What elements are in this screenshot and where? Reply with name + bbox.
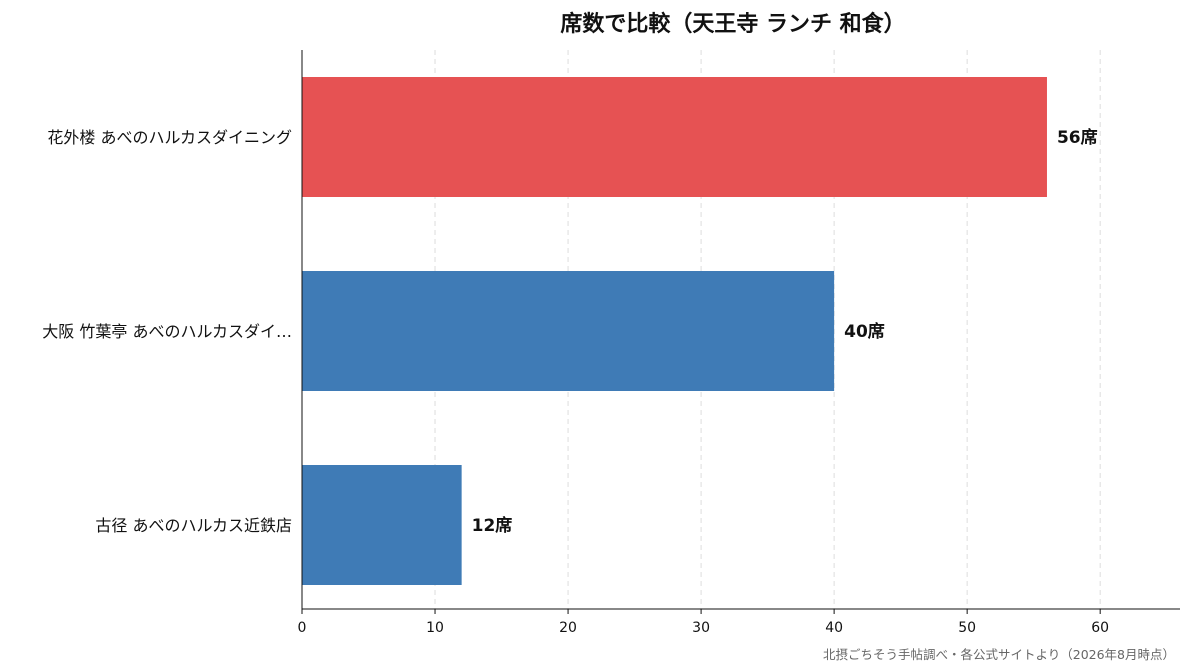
bar xyxy=(302,465,462,585)
x-tick-label: 40 xyxy=(825,620,843,636)
category-label: 古径 あべのハルカス近鉄店 xyxy=(95,516,292,535)
category-label: 花外楼 あべのハルカスダイニング xyxy=(47,128,292,147)
x-tick-label: 50 xyxy=(958,620,976,636)
data-label: 40席 xyxy=(844,321,885,342)
x-tick-label: 20 xyxy=(559,620,577,636)
axes xyxy=(301,50,1180,610)
bar xyxy=(302,77,1047,197)
x-axis-ticks: 0 10 20 30 40 50 60 xyxy=(298,609,1109,636)
category-label: 大阪 竹葉亭 あべのハルカスダイ… xyxy=(42,322,292,341)
x-tick-label: 60 xyxy=(1091,620,1109,636)
bar xyxy=(302,271,835,391)
source-note: 北摂ごちそう手帖調べ・各公式サイトより（2026年8月時点） xyxy=(823,647,1175,662)
data-label: 56席 xyxy=(1057,127,1098,148)
data-label: 12席 xyxy=(472,515,513,536)
x-tick-label: 30 xyxy=(692,620,710,636)
chart-title: 席数で比較（天王寺 ランチ 和食） xyxy=(560,11,905,37)
bars xyxy=(302,77,1047,585)
x-tick-label: 0 xyxy=(298,620,307,636)
data-labels: 56席 40席 12席 xyxy=(472,127,1098,536)
x-tick-label: 10 xyxy=(426,620,444,636)
